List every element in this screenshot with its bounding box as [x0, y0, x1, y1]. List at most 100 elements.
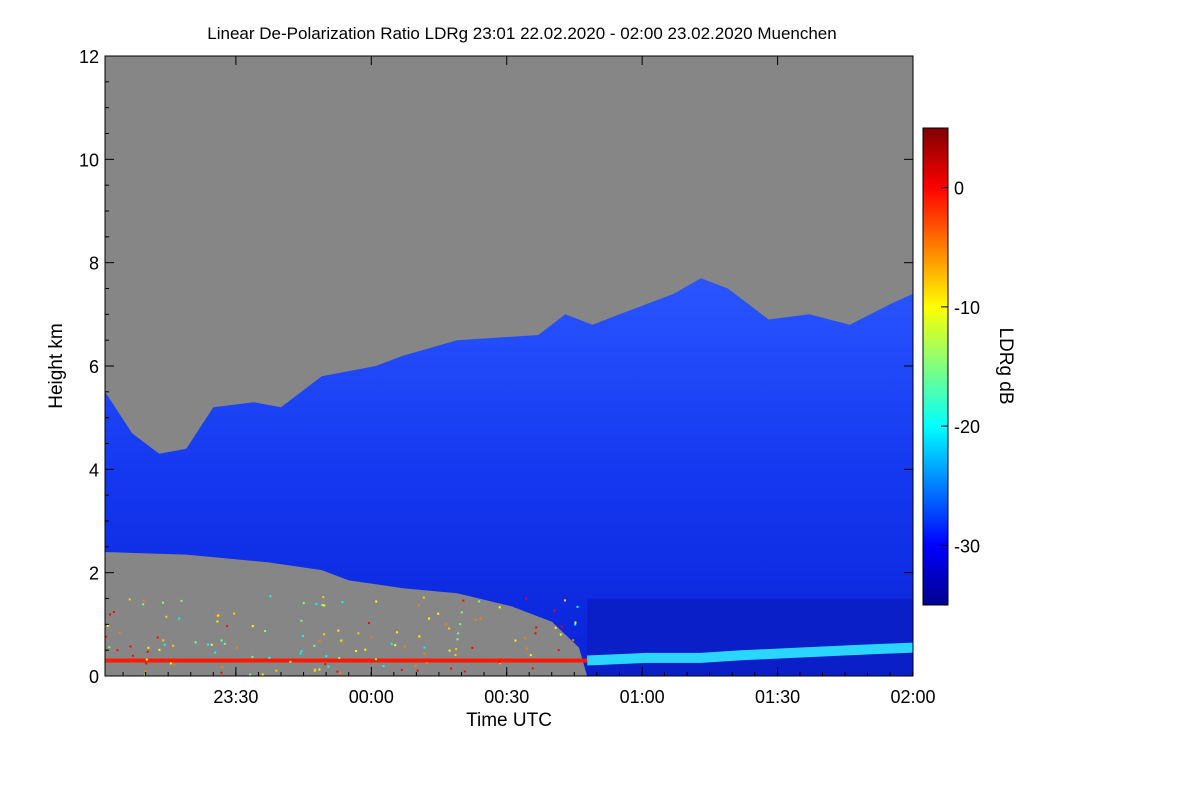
noise-speckle — [327, 665, 330, 668]
noise-speckle — [423, 646, 426, 649]
noise-speckle — [221, 665, 224, 668]
noise-speckle — [147, 646, 150, 649]
noise-speckle — [194, 641, 197, 644]
noise-speckle — [169, 662, 172, 665]
noise-speckle — [400, 668, 403, 671]
noise-speckle — [173, 663, 176, 666]
noise-speckle — [479, 617, 482, 620]
noise-speckle — [374, 658, 377, 661]
noise-speckle — [215, 614, 218, 617]
noise-speckle — [416, 669, 419, 672]
noise-speckle — [216, 620, 219, 623]
noise-speckle — [355, 650, 358, 652]
noise-speckle — [574, 623, 577, 626]
cloud-region — [105, 278, 913, 676]
noise-speckle — [144, 670, 147, 673]
noise-speckle — [498, 606, 501, 609]
noise-speckle — [142, 599, 145, 602]
noise-speckle — [235, 646, 238, 649]
noise-speckle — [524, 637, 527, 640]
noise-speckle — [226, 625, 229, 628]
noise-speckle — [422, 596, 425, 599]
noise-speckle — [118, 631, 121, 634]
noise-speckle — [375, 600, 378, 603]
noise-speckle — [217, 614, 220, 617]
x-tick-label: 00:30 — [484, 687, 529, 707]
noise-speckle — [214, 651, 217, 654]
noise-speckle — [457, 632, 460, 635]
noise-speckle — [574, 621, 577, 624]
y-tick-label: 2 — [89, 564, 99, 584]
noise-speckle — [251, 625, 254, 628]
noise-speckle — [370, 635, 373, 638]
noise-speckle — [456, 638, 459, 641]
noise-speckle — [313, 644, 316, 647]
noise-speckle — [576, 605, 579, 608]
y-tick-label: 6 — [89, 357, 99, 377]
noise-speckle — [313, 669, 316, 672]
noise-speckle — [394, 644, 397, 647]
noise-speckle — [474, 618, 477, 621]
noise-speckle — [559, 633, 562, 636]
noise-speckle — [572, 639, 575, 642]
noise-speckle — [337, 629, 340, 632]
noise-speckle — [178, 617, 181, 620]
noise-speckle — [233, 612, 236, 615]
noise-speckle — [323, 633, 326, 636]
noise-speckle — [163, 643, 166, 646]
noise-speckle — [128, 598, 131, 601]
noise-speckle — [364, 648, 367, 651]
noise-speckle — [289, 660, 292, 663]
noise-speckle — [249, 673, 252, 676]
noise-speckle — [564, 599, 566, 602]
noise-speckle — [535, 626, 538, 629]
noise-speckle — [357, 632, 360, 635]
noise-speckle — [302, 634, 304, 637]
noise-speckle — [112, 611, 115, 613]
noise-speckle — [131, 654, 134, 657]
noise-speckle — [534, 632, 537, 635]
noise-speckle — [251, 655, 254, 658]
noise-speckle — [444, 623, 447, 626]
x-tick-label: 00:00 — [349, 687, 394, 707]
x-axis-label: Time UTC — [466, 710, 552, 731]
y-tick-label: 0 — [89, 667, 99, 687]
noise-speckle — [448, 627, 451, 630]
noise-speckle — [428, 617, 431, 620]
y-tick-label: 8 — [89, 254, 99, 274]
noise-speckle — [299, 652, 302, 655]
noise-speckle — [418, 635, 421, 638]
boundary-layer-band — [586, 642, 913, 666]
colorbar-tick-label: -10 — [954, 298, 980, 318]
colorbar — [922, 127, 949, 606]
noise-speckle — [142, 603, 145, 606]
noise-speckle — [143, 674, 146, 676]
noise-speckle — [463, 670, 466, 673]
noise-speckle — [414, 664, 417, 667]
noise-speckle — [145, 662, 148, 665]
noise-speckle — [105, 635, 108, 638]
noise-speckle — [455, 648, 458, 651]
noise-speckle — [314, 668, 317, 671]
noise-speckle — [462, 599, 465, 602]
noise-speckle — [300, 619, 303, 622]
noise-speckle — [210, 643, 213, 646]
noise-speckle — [340, 639, 343, 642]
noise-speckle — [525, 597, 528, 600]
x-tick-label: 01:00 — [620, 687, 665, 707]
noise-speckle — [529, 654, 532, 657]
x-tick-label: 01:30 — [755, 687, 800, 707]
noise-speckle — [336, 670, 339, 673]
colorbar-tick-label: -30 — [954, 536, 980, 556]
noise-speckle — [526, 647, 528, 650]
noise-speckle — [321, 603, 324, 606]
noise-speckle — [269, 595, 272, 598]
noise-speckle — [341, 601, 344, 604]
noise-speckle — [498, 661, 501, 664]
colorbar-tick-label: 0 — [954, 179, 964, 199]
noise-speckle — [553, 609, 556, 612]
noise-speckle — [423, 652, 426, 655]
noise-speckle — [560, 625, 563, 628]
x-tick-label: 02:00 — [890, 687, 935, 707]
noise-speckle — [172, 644, 175, 647]
